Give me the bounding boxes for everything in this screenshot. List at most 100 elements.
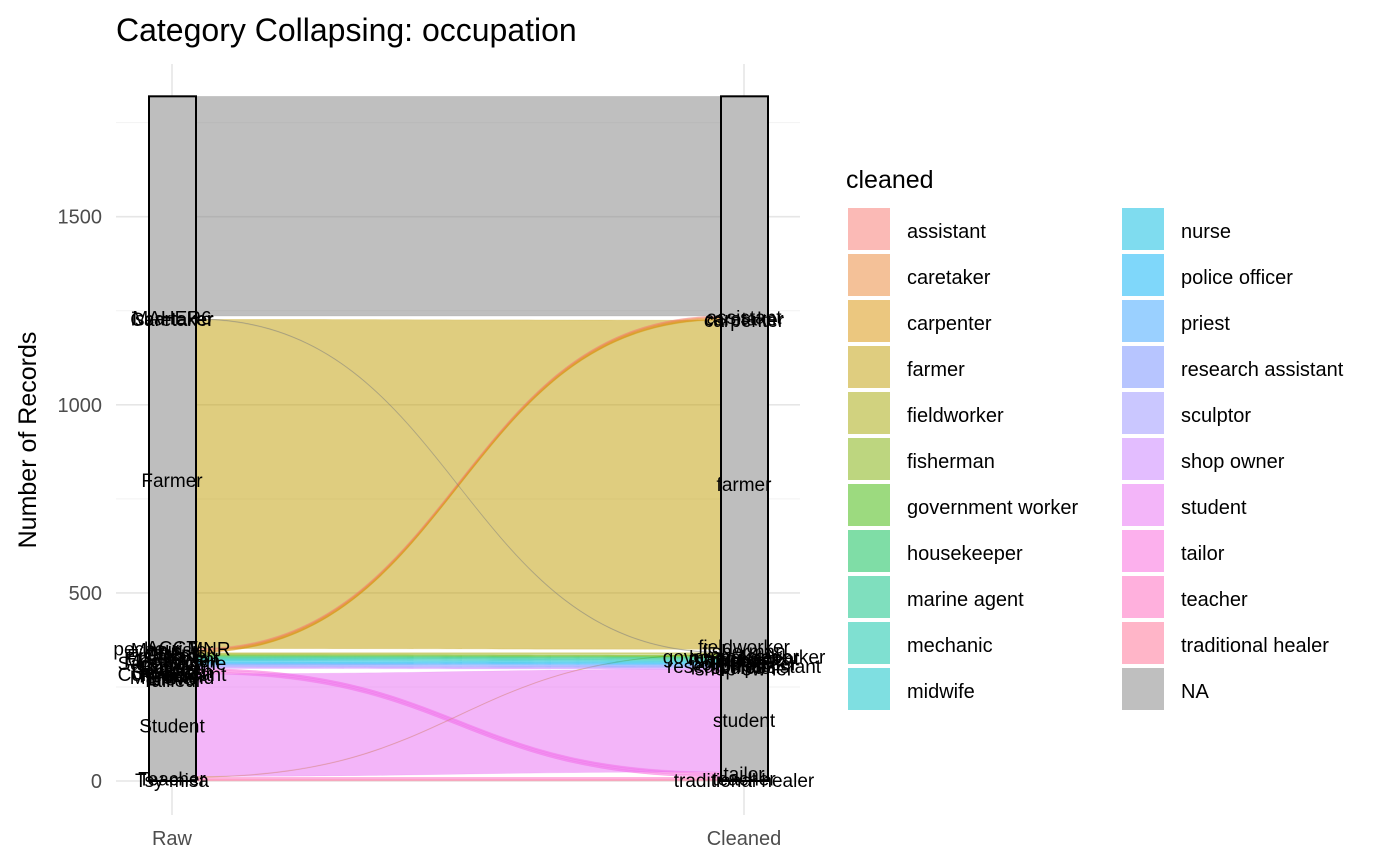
raw-stratum-label: Agent <box>147 644 197 665</box>
y-tick-label: 500 <box>69 583 102 605</box>
legend-label: priest <box>1181 313 1230 335</box>
legend-key <box>1122 208 1164 250</box>
raw-stratum-label: Pretre <box>146 660 198 681</box>
strata <box>148 95 769 783</box>
legend-label: tailor <box>1181 543 1225 565</box>
raw-stratum <box>148 95 197 783</box>
legend-key <box>1122 622 1164 664</box>
raw-stratum-label: Policier <box>141 658 204 679</box>
legend-key <box>1122 254 1164 296</box>
raw-stratum-label: Marchand <box>130 668 215 689</box>
legend-label: mechanic <box>907 635 993 657</box>
flow-teacher <box>195 776 722 780</box>
cleaned-stratum-label: sculptor <box>711 658 778 679</box>
cleaned-stratum-label: police officer <box>691 655 798 676</box>
legend-key <box>848 438 890 480</box>
legend-key <box>1122 576 1164 618</box>
legend-key <box>1122 392 1164 434</box>
legend-label: carpenter <box>907 313 992 335</box>
raw-stratum-label: ACCT <box>146 638 198 659</box>
legend-key <box>848 300 890 342</box>
cleaned-stratum-label: traditional healer <box>674 771 815 792</box>
legend-key <box>1122 438 1164 480</box>
cleaned-stratum-label: priest <box>721 656 768 677</box>
legend-label: midwife <box>907 681 975 703</box>
legend-label: caretaker <box>907 267 991 289</box>
legend-label: fisherman <box>907 451 995 473</box>
raw-stratum-label: Caretaker <box>130 310 214 331</box>
raw-stratum-label: Sculpteur <box>132 664 213 685</box>
cleaned-stratum-label: shop owner <box>695 660 794 681</box>
legend-key <box>848 346 890 388</box>
raw-stratum-label: Fishermen <box>127 647 217 668</box>
legend-key <box>848 668 890 710</box>
raw-stratum-label: Tsy misa <box>135 771 209 792</box>
flow-fieldworker <box>195 652 722 655</box>
legend-key <box>848 208 890 250</box>
legend-title: cleaned <box>846 166 934 194</box>
cleaned-stratum-label: mechanic <box>703 650 784 671</box>
legend-key <box>1122 484 1164 526</box>
cleaned-stratum-label: teacher <box>712 769 776 790</box>
legend-label: fieldworker <box>907 405 1004 427</box>
legend-label: farmer <box>907 359 965 381</box>
legend-label: traditional healer <box>1181 635 1329 657</box>
cleaned-stratum-label: student <box>713 711 776 732</box>
axes: 0 500 1000 1500 Raw Cleaned <box>58 207 782 850</box>
legend-key <box>1122 300 1164 342</box>
cleaned-stratum-label: midwife <box>712 652 776 673</box>
flow-student <box>195 668 722 777</box>
legend-key <box>848 254 890 296</box>
y-axis-label: Number of Records <box>14 332 42 549</box>
y-tick-label: 1000 <box>58 395 103 417</box>
legend-label: marine agent <box>907 589 1024 611</box>
raw-stratum-label: Teacher <box>138 769 206 790</box>
raw-stratum-label: Sage-femme <box>118 654 227 675</box>
y-tick-label: 0 <box>91 771 102 793</box>
cleaned-stratum-label: assistant <box>707 308 783 329</box>
legend-key <box>848 484 890 526</box>
legend-label: NA <box>1181 681 1209 703</box>
legend-label: police officer <box>1181 267 1293 289</box>
flows <box>195 96 722 782</box>
legend-label: government worker <box>907 497 1079 519</box>
raw-stratum-label: Enseignant <box>124 649 220 670</box>
legend-label: assistant <box>907 221 986 243</box>
cleaned-stratum-label: nurse <box>720 653 768 674</box>
x-tick-label: Raw <box>152 828 193 850</box>
legend-key <box>1122 530 1164 572</box>
cleaned-stratum-label: carpenter <box>704 311 785 332</box>
raw-stratum-label: pecheur MNR <box>113 640 230 661</box>
raw-stratum-label: Mecanicien <box>124 652 220 673</box>
raw-stratum-label: Commercant <box>118 665 227 686</box>
x-tick-label: Cleaned <box>707 828 782 850</box>
cleaned-stratum-label: marine agent <box>689 649 801 670</box>
cleaned-stratum-label: housekeeper <box>689 648 800 669</box>
cleaned-stratum-label: caretaker <box>704 309 784 330</box>
cleaned-stratum-label: tailor <box>723 764 765 785</box>
raw-stratum-label: Infirmier <box>138 656 207 677</box>
legend-label: nurse <box>1181 221 1231 243</box>
raw-stratum-label: MAHER6 <box>132 309 211 330</box>
legend-label: teacher <box>1181 589 1248 611</box>
legend-label: research assistant <box>1181 359 1344 381</box>
y-tick-label: 1500 <box>58 207 103 229</box>
legend-key <box>848 530 890 572</box>
legend-label: shop owner <box>1181 451 1285 473</box>
raw-stratum-label: Student <box>139 716 205 737</box>
legend-label: student <box>1181 497 1247 519</box>
raw-stratum-label: Farmer <box>141 471 203 492</box>
cleaned-stratum <box>720 95 769 783</box>
legend-key <box>848 576 890 618</box>
flow-na <box>195 96 722 317</box>
chart-title: Category Collapsing: occupation <box>116 12 577 48</box>
raw-stratum-label: Research <box>131 662 212 683</box>
legend-key <box>848 622 890 664</box>
cleaned-stratum-label: research assistant <box>667 657 822 678</box>
raw-stratum-label: CSB-1 <box>144 645 200 666</box>
legend-key <box>1122 668 1164 710</box>
legend: cleaned assistant caretaker carpenter farme… <box>846 166 1344 710</box>
raw-stratum-label: Menuisier <box>131 640 214 661</box>
